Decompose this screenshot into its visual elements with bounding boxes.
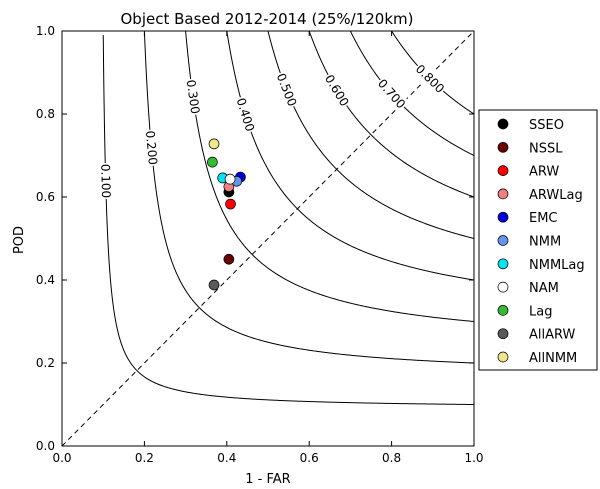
legend-label-nam: NAM [529, 281, 559, 296]
y-tick-label: 0.6 [36, 190, 55, 204]
csi-contour-0.300 [185, 31, 474, 322]
legend-label-arw: ARW [529, 165, 559, 180]
plot-area: 0.100 0.200 0.300 0.400 0.500 0.600 0.700 0.800 [61, 30, 475, 447]
x-tick-label: 0.8 [382, 451, 401, 465]
data-points [207, 138, 246, 291]
legend-label-emc: EMC [529, 211, 558, 226]
csi-contour-0.400 [226, 31, 474, 281]
point-nssl [223, 253, 235, 265]
y-axis-label: POD [12, 226, 27, 254]
legend-marker-lag [497, 305, 509, 316]
y-tick-label: 0.2 [36, 356, 55, 370]
legend-marker-arw [497, 165, 509, 176]
csi-label: 0.800 [413, 62, 447, 96]
point-arw [225, 198, 236, 210]
csi-label: 0.600 [322, 72, 352, 109]
csi-label: 0.100 [98, 164, 113, 199]
legend-label-sseo: SSEO [529, 118, 564, 133]
csi-contour-0.100 [102, 35, 474, 405]
csi-label-bg [97, 162, 115, 200]
y-tick-label: 0.0 [36, 439, 55, 453]
x-axis-label: 1 - FAR [245, 472, 290, 487]
csi-label-group: 0.100 [97, 162, 115, 200]
point-allnmm [208, 138, 220, 150]
csi-label-group: 0.300 [182, 77, 204, 116]
csi-label-bg [411, 60, 449, 98]
x-axis-ticks: 0.0 0.2 0.4 0.6 0.8 1.0 [52, 31, 484, 465]
x-tick-label: 1.0 [464, 451, 483, 465]
csi-label-group: 0.800 [411, 60, 449, 98]
point-nam [224, 173, 236, 185]
plot-frame [61, 30, 475, 447]
csi-label: 0.200 [143, 130, 160, 165]
csi-label-group: 0.200 [141, 129, 161, 167]
csi-contour-labels: 0.100 0.200 0.300 0.400 0.500 0.600 0.700 0.800 [97, 60, 449, 200]
csi-label-bg [182, 77, 204, 116]
legend-marker-emc [497, 211, 509, 223]
csi-label: 0.500 [274, 71, 300, 108]
legend-label-arwlag: ARWLag [529, 188, 583, 203]
y-axis-ticks: 0.0 0.2 0.4 0.6 0.8 1.0 [36, 24, 474, 453]
legend-label-nmm: NMM [529, 235, 561, 250]
x-tick-label: 0.0 [52, 451, 71, 465]
csi-contours [102, 31, 474, 405]
csi-contour-0.500 [267, 31, 474, 239]
point-lag [207, 156, 218, 168]
diagonal-line [61, 30, 475, 447]
y-tick-label: 1.0 [36, 24, 55, 38]
legend-marker-nssl [497, 141, 509, 153]
legend-label-allnmm: AllNMM [529, 351, 577, 366]
legend-label-nssl: NSSL [529, 141, 563, 156]
legend: SSEO NSSL ARW ARWLag EMC NMM NMMLag NAM Lag AllAR… [478, 109, 598, 371]
legend-marker-arwlag [497, 188, 509, 200]
legend-marker-sseo [497, 118, 509, 130]
legend-label-nmmlag: NMMLag [529, 258, 585, 273]
y-tick-label: 0.4 [36, 273, 55, 287]
csi-label: 0.700 [375, 76, 408, 111]
csi-label: 0.300 [184, 79, 203, 115]
x-tick-label: 0.2 [135, 451, 154, 465]
csi-label-bg [373, 75, 410, 113]
csi-contour-0.800 [391, 31, 474, 115]
csi-label-group: 0.600 [320, 70, 353, 111]
csi-contour-0.200 [143, 32, 474, 364]
y-tick-label: 0.8 [36, 107, 55, 121]
legend-marker-nam [497, 281, 509, 293]
csi-label-group: 0.400 [232, 95, 259, 135]
x-tick-label: 0.4 [217, 451, 236, 465]
csi-label-bg [272, 70, 301, 110]
legend-label-lag: Lag [529, 304, 552, 319]
csi-contour-0.600 [308, 31, 474, 198]
legend-marker-nmmlag [497, 258, 509, 270]
point-allarw [208, 279, 220, 291]
x-tick-label: 0.6 [300, 451, 319, 465]
csi-label-bg [232, 95, 259, 135]
legend-marker-allnmm [497, 351, 509, 363]
legend-marker-nmm [497, 235, 509, 246]
chart-title: Object Based 2012-2014 (25%/120km) [121, 10, 414, 28]
csi-label-bg [141, 129, 161, 167]
csi-label-group: 0.500 [272, 70, 301, 110]
legend-marker-allarw [497, 328, 509, 340]
legend-label-allarw: AllARW [529, 328, 576, 343]
csi-label-bg [320, 70, 353, 111]
